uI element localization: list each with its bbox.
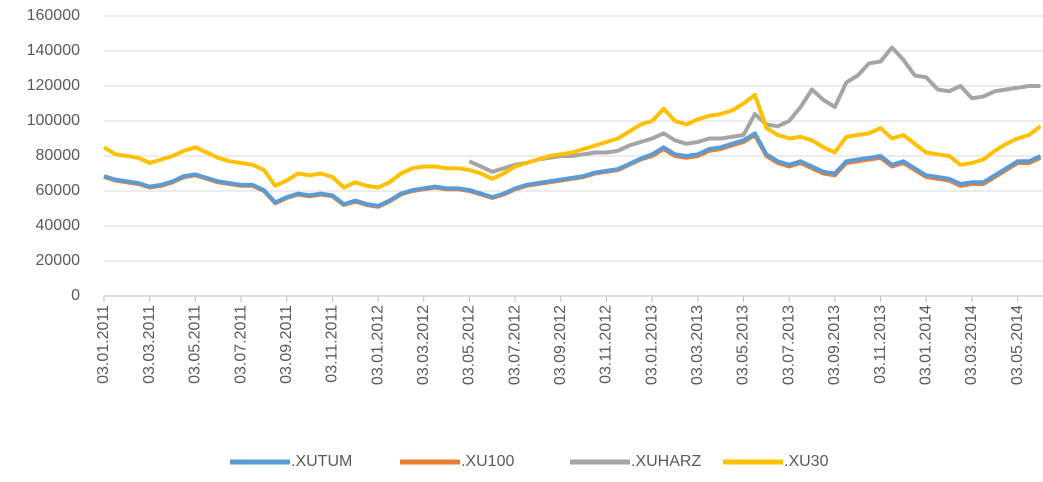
x-tick-label: 03.11.2013 [872,305,889,384]
x-tick-label: 03.05.2014 [1009,305,1026,385]
x-tick-label: 03.03.2014 [963,305,980,385]
x-tick-label: 03.01.2011 [95,305,112,384]
x-tick-label: 03.09.2012 [552,305,569,385]
x-tick-label: 03.09.2011 [278,305,295,384]
legend-label: .XU30 [784,453,829,470]
x-tick-label: 03.01.2012 [369,305,386,385]
y-tick-label: 100000 [27,112,80,129]
x-tick-label: 03.07.2012 [506,305,523,385]
x-tick-label: 03.11.2012 [598,305,615,384]
x-tick-label: 03.01.2014 [917,305,934,385]
series-line [468,45,1041,174]
x-tick-label: 03.01.2013 [643,305,660,385]
y-tick-label: 20000 [36,252,81,269]
y-tick-label: 120000 [27,77,80,94]
legend-label: .XUTUM [291,453,352,470]
x-tick-label: 03.09.2013 [826,305,843,385]
y-tick-label: 140000 [27,42,80,59]
x-tick-label: 03.07.2011 [232,305,249,384]
y-tick-label: 40000 [36,217,81,234]
y-tick-label: 160000 [27,7,80,24]
y-tick-label: 80000 [36,147,81,164]
x-tick-label: 03.03.2012 [415,305,432,385]
series-line [103,133,1042,209]
legend-label: .XU100 [461,453,514,470]
x-tick-label: 03.11.2011 [324,305,341,383]
series-line [102,92,1042,190]
legend-label: .XUHARZ [631,453,701,470]
x-tick-label: 03.05.2011 [187,305,204,384]
x-tick-label: 03.07.2013 [780,305,797,385]
x-tick-label: 03.03.2011 [141,305,158,384]
x-tick-label: 03.03.2013 [689,305,706,385]
series-line [103,131,1042,208]
x-tick-label: 03.05.2012 [461,305,478,385]
x-tick-label: 03.05.2013 [735,305,752,385]
y-tick-label: 60000 [36,182,81,199]
y-tick-label: 0 [71,287,80,304]
